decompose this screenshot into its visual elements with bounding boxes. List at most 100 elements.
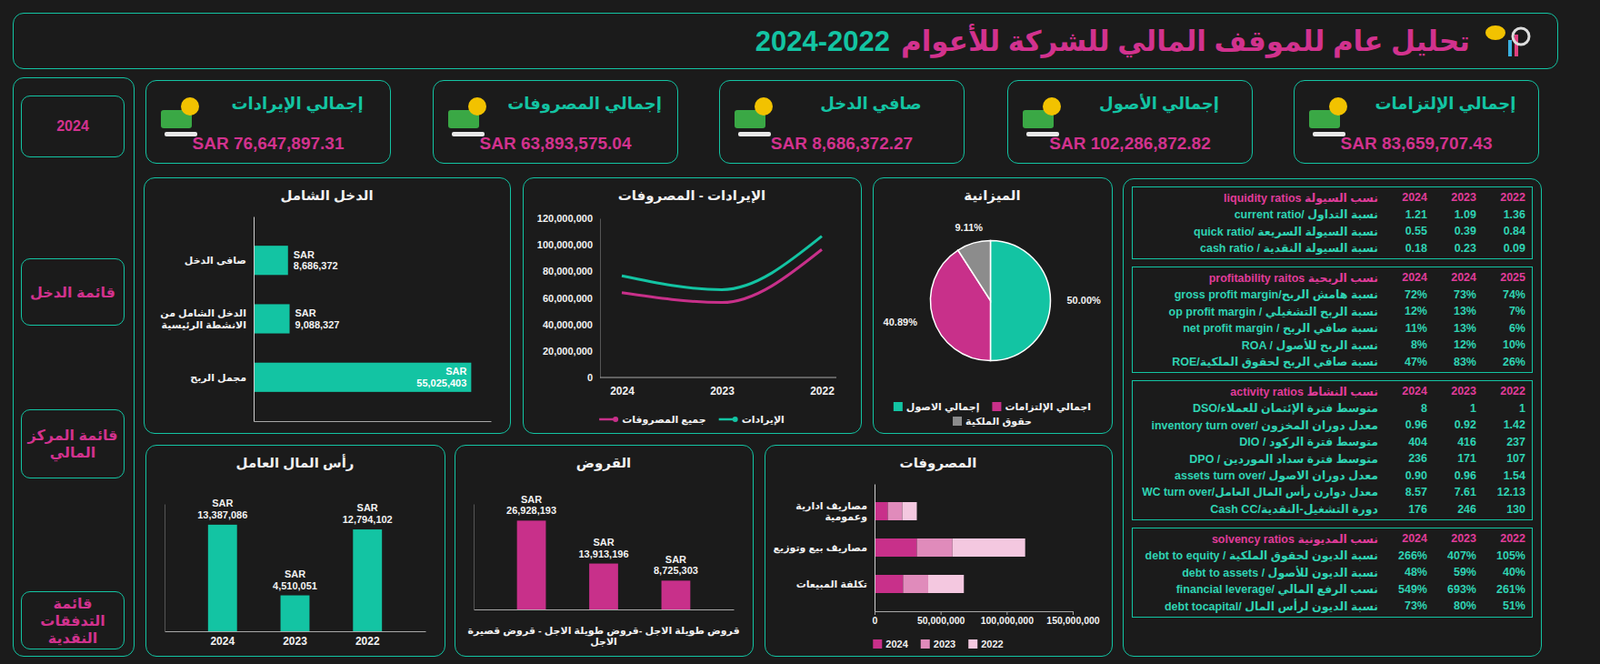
year-head: 2023	[1430, 382, 1480, 400]
bars	[208, 524, 382, 631]
ratio-value: 0.96	[1430, 467, 1480, 485]
kpi-value: SAR 76,647,897.31	[146, 133, 390, 154]
chart-panel: الميزانيةإجمالي الاصولاجمالي الإلتزاماتح…	[872, 177, 1113, 434]
slice	[958, 240, 991, 301]
data-label: 50.00%	[1067, 294, 1102, 306]
ratio-value: 407%	[1430, 547, 1480, 565]
ratio-label: current ratio/ نسبة التداول	[1136, 206, 1381, 224]
tick-label: الدخل الشامل منالانشطة الرئيسية	[160, 307, 247, 331]
sidebar-button[interactable]: قائمة التدفقات النقدية	[20, 590, 125, 650]
tick: صافى الدخل	[184, 254, 247, 267]
ratio-value: 266%	[1380, 547, 1430, 565]
header-row: profitability raitos نسب الربحية20242024…	[1136, 269, 1529, 287]
text-line: وعمومية	[824, 510, 868, 523]
tick-label: 2022	[810, 384, 835, 398]
ratio-value: 0.09	[1479, 240, 1529, 258]
x-axis: 2024 2023 2022	[165, 631, 427, 648]
data-label: SAR8,686,372	[293, 249, 339, 272]
tick: 50,000,000	[917, 610, 966, 626]
text-line: SAR	[592, 536, 614, 548]
ratio-value: 549%	[1380, 580, 1430, 599]
ratio-section: liquidity ratios نسب السيولة202420232022…	[1131, 186, 1533, 260]
lines	[621, 236, 822, 303]
ratio-value: 404	[1380, 433, 1430, 451]
ratio-value: 12%	[1380, 302, 1430, 320]
tick-label: 120,000,000	[537, 212, 593, 224]
sidebar-button[interactable]: قائمة المركز المالي	[20, 409, 125, 479]
ratio-section: solvency ratios نسب المديونية20242023202…	[1131, 527, 1533, 618]
bar	[208, 524, 238, 631]
bar	[874, 538, 918, 557]
cell-text: DPO / متوسط فترة سداد الموردين	[1189, 452, 1379, 466]
ratio-value: 13%	[1430, 302, 1480, 320]
text-line: قروض طويلة الاجل -قروض طويلة الاجل - قرو…	[467, 624, 740, 637]
legend-label: حقوق الملكية	[965, 415, 1032, 428]
icon-part	[1329, 97, 1348, 116]
bar	[352, 529, 382, 631]
tick-label: صافى الدخل	[184, 254, 247, 267]
chart: الإيرادات - المصروفات020,000,00040,000,0…	[523, 178, 860, 432]
sidebar-button[interactable]: 2024	[20, 95, 125, 158]
ratio-row: DPO / متوسط فترة سداد الموردين236171107	[1136, 450, 1529, 468]
tick-label: مصاريف اداريةوعمومية	[795, 500, 868, 524]
data-label: SAR26,928,193	[506, 493, 557, 517]
text-line: 26,928,193	[506, 504, 557, 516]
ratio-value: 237	[1479, 433, 1529, 451]
ratio-value: 12%	[1430, 336, 1480, 354]
ratio-value: 236	[1380, 450, 1430, 468]
icon-part	[180, 97, 200, 116]
text-line: 12,794,102	[342, 513, 393, 525]
section-title: liquidity ratios نسب السيولة	[1136, 189, 1381, 207]
legend-item: إجمالي الاصول	[893, 400, 980, 413]
axis-line	[600, 219, 601, 379]
ratio-row: ROE/نسبة صافي الربح لحقوق الملكية47%83%2…	[1136, 353, 1529, 371]
ratio-value: 80%	[1430, 597, 1480, 615]
text-line: 8,725,303	[653, 564, 699, 576]
icon-part	[1508, 40, 1512, 57]
tick: 2022	[355, 634, 380, 648]
icon-part	[1485, 25, 1506, 40]
text-line: 8,686,372	[293, 260, 339, 271]
kpi-value: SAR 63,893,575.04	[433, 133, 678, 154]
text-line: 55,025,403	[416, 377, 467, 389]
data-label: SAR13,387,086	[197, 497, 248, 520]
legend-label: جميع المصروفات	[621, 413, 707, 426]
cell-text: debt to assets / نسبة الديون للأصول	[1181, 566, 1379, 580]
tick-label: 0	[587, 371, 593, 383]
icon-part	[1042, 97, 1061, 116]
y-axis: مصاريف اداريةوعموميةمصاريف بيع وتوزيعتكل…	[773, 484, 876, 612]
chart-title: الدخل الشامل	[280, 187, 373, 203]
ratio-row: ROA / نسبة الربح للأصول8%12%10%	[1136, 336, 1529, 354]
legend-marker	[732, 416, 739, 422]
cell-text: quick ratio/ نسبة السيولة السريعة	[1193, 225, 1379, 239]
kpi-card: إجمالي الأصولSAR 102,286,872.82	[1007, 80, 1253, 164]
section-title: activity ratios نسب النشاط	[1136, 382, 1381, 400]
series-line	[621, 236, 822, 290]
legend-swatch	[991, 401, 1001, 411]
ratio-value: 105%	[1479, 547, 1529, 565]
legend-item: حقوق الملكية	[952, 415, 1032, 428]
icon-part	[1514, 34, 1519, 57]
tick-label: مصاريف بيع وتوزيع	[773, 541, 868, 554]
text-line: SAR	[293, 249, 315, 260]
legend-label: الإيرادات	[741, 413, 785, 426]
tick: 2023	[282, 634, 308, 648]
bar	[928, 574, 964, 593]
cell-text: inventory turn over/ معدل دوران المخزون	[1150, 419, 1379, 432]
chart-panel: المصروفاتمصاريف اداريةوعموميةمصاريف بيع …	[764, 444, 1113, 657]
ratio-value: 13%	[1430, 320, 1480, 338]
sidebar-button[interactable]: قائمة الدخل	[20, 258, 125, 326]
legend-swatch	[893, 401, 903, 411]
tick-label: 2024	[210, 634, 235, 648]
cell-text: op profit margin / نسبة الربح التشغيلي	[1169, 305, 1379, 319]
ratio-value: 1	[1430, 400, 1480, 418]
tick-label: 150,000,000	[1046, 614, 1100, 626]
ratio-row: DIO / متوسط فترة الركود404416237	[1136, 433, 1529, 451]
ratio-row: WC turn over/معدل دوارن رأس المال العامل…	[1136, 483, 1529, 501]
kpi-label: إجمالي الأصول	[1073, 93, 1245, 114]
text-line: SAR	[357, 501, 379, 513]
ratio-value: 8	[1380, 400, 1430, 418]
ratio-value: 416	[1430, 433, 1480, 451]
ratio-row: debt tocapital/ نسبة الديون لرأس المال73…	[1136, 597, 1529, 615]
legend-label: 2023	[933, 638, 956, 650]
